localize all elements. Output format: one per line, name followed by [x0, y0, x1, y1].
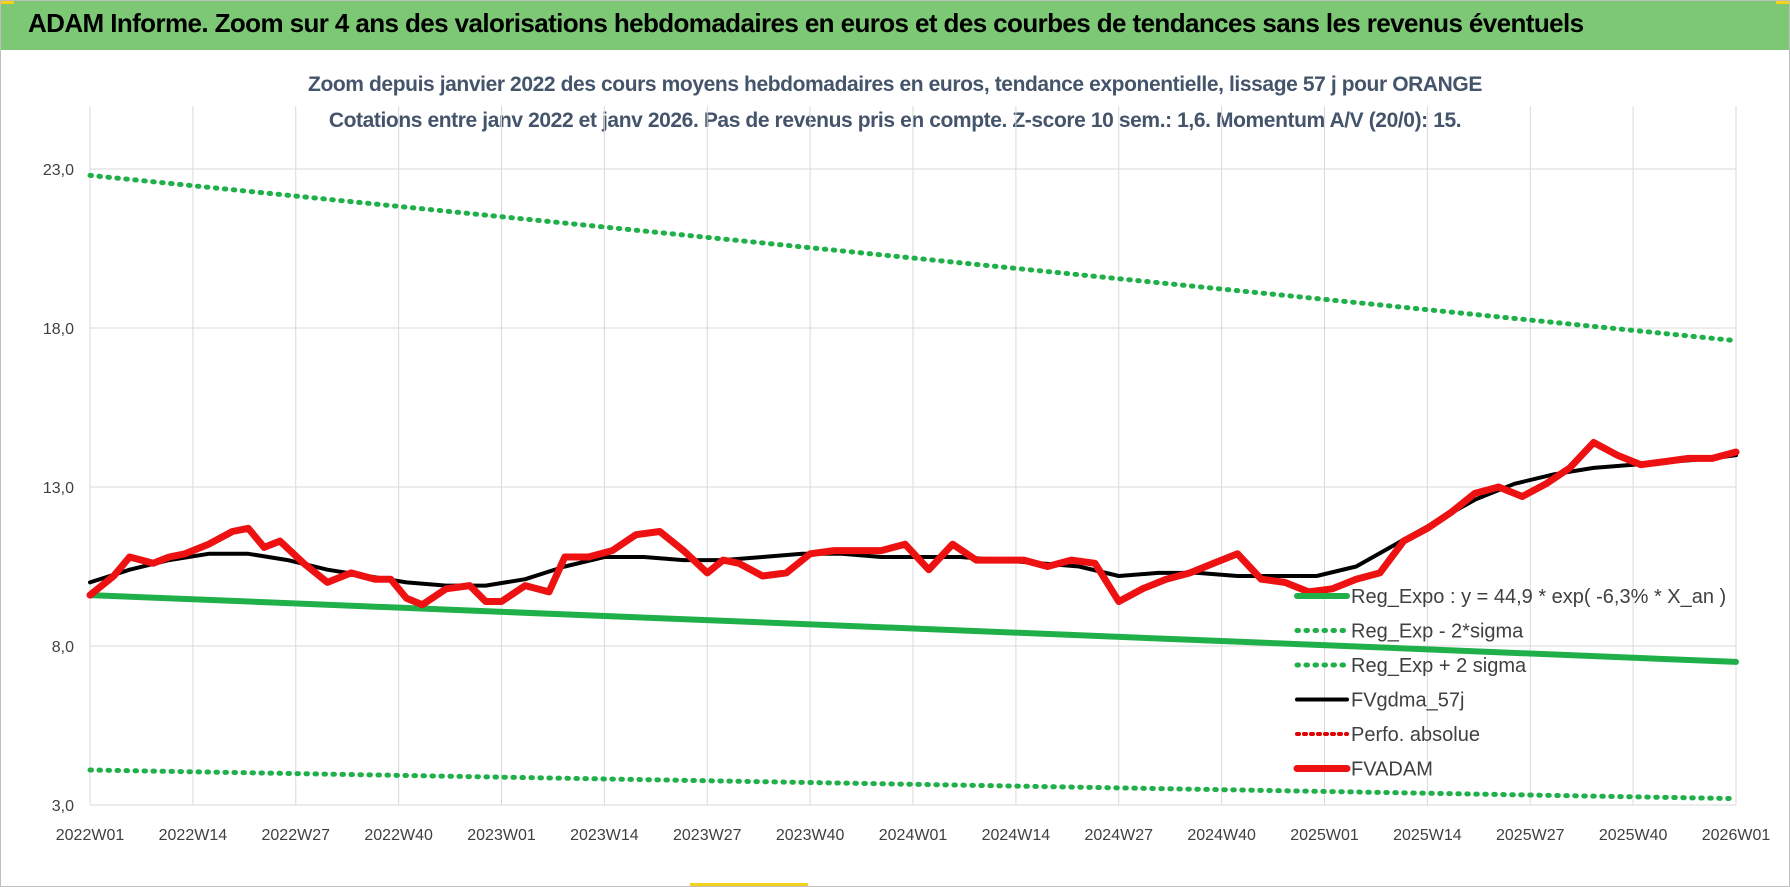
series-line	[86, 439, 1740, 609]
x-tick-label: 2025W14	[1393, 827, 1462, 844]
y-tick-label: 23,0	[43, 162, 74, 179]
series-line	[87, 172, 1739, 344]
y-tick-label: 18,0	[43, 321, 74, 338]
corner-accent-top-left	[0, 0, 14, 4]
x-tick-label: 2023W14	[570, 827, 639, 844]
legend-label: FVADAM	[1351, 759, 1433, 781]
series-line	[87, 767, 1739, 802]
chart-subtitle: Cotations entre janv 2022 et janv 2026. …	[328, 109, 1462, 132]
series-line	[87, 592, 1739, 665]
x-tick-label: 2022W01	[56, 827, 125, 844]
x-tick-label: 2025W40	[1599, 827, 1668, 844]
x-tick-label: 2025W01	[1290, 827, 1359, 844]
legend-label: Reg_Exp - 2*sigma	[1351, 621, 1524, 643]
x-tick-label: 2022W40	[364, 827, 433, 844]
chart-title: Zoom depuis janvier 2022 des cours moyen…	[308, 73, 1482, 96]
report-title: ADAM Informe. Zoom sur 4 ans des valoris…	[28, 8, 1584, 38]
x-tick-label: 2024W14	[982, 827, 1051, 844]
x-tick-label: 2024W27	[1085, 827, 1154, 844]
legend-label: FVgdma_57j	[1351, 690, 1464, 712]
bottom-accent	[690, 883, 808, 887]
y-tick-label: 3,0	[52, 798, 74, 815]
legend-label: Reg_Expo : y = 44,9 * exp( -6,3% * X_an …	[1351, 586, 1726, 608]
y-tick-label: 13,0	[43, 480, 74, 497]
x-tick-label: 2024W40	[1187, 827, 1256, 844]
x-tick-label: 2025W27	[1496, 827, 1565, 844]
x-tick-label: 2026W01	[1702, 827, 1771, 844]
x-tick-label: 2023W27	[673, 827, 742, 844]
x-tick-label: 2022W14	[159, 827, 228, 844]
header-bar: ADAM Informe. Zoom sur 4 ans des valoris…	[0, 0, 1790, 50]
corner-accent-top-right	[1776, 0, 1790, 4]
y-tick-label: 8,0	[52, 639, 74, 656]
x-tick-label: 2023W01	[467, 827, 536, 844]
x-tick-label: 2022W27	[262, 827, 331, 844]
legend-label: Perfo. absolue	[1351, 724, 1480, 746]
x-tick-label: 2024W01	[879, 827, 948, 844]
x-tick-label: 2023W40	[776, 827, 845, 844]
legend-label: Reg_Exp + 2 sigma	[1351, 655, 1527, 677]
